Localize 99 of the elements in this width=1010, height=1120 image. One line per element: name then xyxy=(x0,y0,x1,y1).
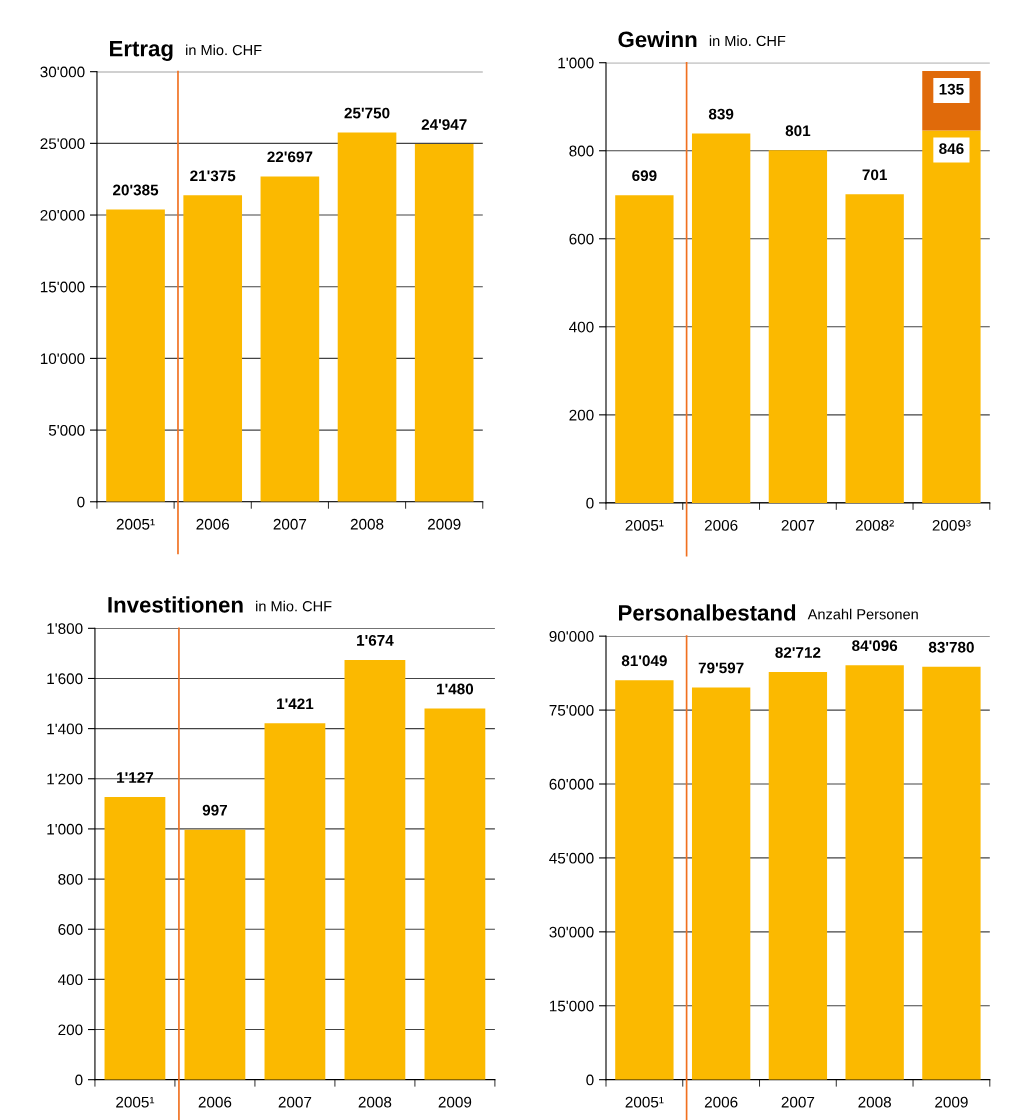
data-label: 81'049 xyxy=(621,655,667,667)
bar xyxy=(424,708,486,1080)
x-tick-label: 2009 xyxy=(935,1096,968,1108)
y-tick-label: 800 xyxy=(569,145,594,157)
bar xyxy=(264,723,326,1080)
x-tick-label: 2006 xyxy=(704,1096,738,1108)
x-tick-label: 2008 xyxy=(358,1096,392,1108)
bar xyxy=(691,133,751,503)
chart-title: Investitionen xyxy=(108,596,243,613)
data-label: 699 xyxy=(632,170,657,182)
y-tick-label: 600 xyxy=(58,924,83,935)
x-tick-label: 2008 xyxy=(858,1096,891,1108)
x-tick-label: 2006 xyxy=(704,519,738,531)
bar xyxy=(260,176,320,502)
data-label: 846 xyxy=(939,143,964,155)
y-tick-label: 25'000 xyxy=(40,138,85,150)
x-tick-label: 2007 xyxy=(781,1096,815,1108)
bar xyxy=(922,130,981,503)
bar xyxy=(615,680,674,1080)
y-tick-label: 800 xyxy=(58,873,83,885)
x-tick-label: 2008² xyxy=(855,519,894,531)
chart-subtitle: in Mio. CHF xyxy=(709,35,786,47)
y-tick-label: 30'000 xyxy=(40,66,85,78)
data-label: 997 xyxy=(202,804,227,816)
bar xyxy=(845,194,904,503)
data-label: 801 xyxy=(785,125,811,137)
x-tick-label: 2006 xyxy=(198,1096,232,1108)
y-tick-label: 1'400 xyxy=(47,723,83,735)
chart-title: Ertrag xyxy=(110,40,173,61)
bar xyxy=(922,666,981,1080)
bar xyxy=(615,195,674,503)
y-tick-label: 1'600 xyxy=(47,673,83,685)
y-tick-label: 75'000 xyxy=(549,704,594,716)
y-tick-label: 1'000 xyxy=(47,823,83,835)
y-tick-label: 0 xyxy=(75,1074,83,1086)
y-tick-label: 45'000 xyxy=(549,852,594,864)
y-tick-label: 400 xyxy=(58,974,83,986)
data-label: 83'780 xyxy=(928,641,974,653)
data-label: 1'127 xyxy=(117,772,154,783)
bar xyxy=(106,209,165,502)
chart-subtitle: Anzahl Personen xyxy=(807,608,918,620)
chart-subtitle: in Mio. CHF xyxy=(186,44,262,56)
bar xyxy=(768,672,828,1080)
x-tick-label: 2007 xyxy=(273,518,307,530)
bar xyxy=(344,659,406,1080)
y-tick-label: 30'000 xyxy=(549,926,594,938)
y-tick-label: 15'000 xyxy=(549,1000,594,1012)
y-tick-label: 5'000 xyxy=(48,424,85,436)
x-tick-label: 2009³ xyxy=(932,519,971,531)
bar xyxy=(845,665,904,1080)
y-tick-label: 0 xyxy=(586,1074,594,1086)
data-label: 20'385 xyxy=(113,184,159,196)
y-tick-label: 1'800 xyxy=(47,623,83,635)
y-tick-label: 0 xyxy=(586,497,594,509)
data-label: 24'947 xyxy=(421,119,467,130)
data-label: 1'674 xyxy=(357,634,394,646)
y-tick-label: 1'200 xyxy=(47,773,83,785)
data-label: 25'750 xyxy=(344,107,390,119)
y-tick-label: 400 xyxy=(569,321,594,333)
y-tick-label: 1'000 xyxy=(558,57,594,69)
bar xyxy=(337,132,397,502)
y-tick-label: 600 xyxy=(569,233,594,245)
bar xyxy=(104,797,166,1080)
x-tick-label: 2006 xyxy=(196,518,230,530)
data-label: 84'096 xyxy=(852,640,898,652)
y-tick-label: 60'000 xyxy=(549,778,594,790)
bar xyxy=(691,687,751,1080)
data-label: 82'712 xyxy=(775,647,821,658)
bar xyxy=(184,829,246,1080)
y-tick-label: 200 xyxy=(58,1024,83,1036)
y-tick-label: 10'000 xyxy=(40,353,85,365)
x-tick-label: 2007 xyxy=(781,519,815,531)
y-tick-label: 90'000 xyxy=(549,631,594,642)
data-label: 1'421 xyxy=(277,698,314,710)
x-tick-label: 2007 xyxy=(278,1096,312,1108)
x-tick-label: 2009 xyxy=(438,1096,472,1108)
x-tick-label: 2008 xyxy=(350,518,384,530)
chart-subtitle: in Mio. CHF xyxy=(256,600,332,612)
bar xyxy=(768,150,828,503)
y-tick-label: 0 xyxy=(77,496,85,508)
data-label: 79'597 xyxy=(698,662,744,674)
y-tick-label: 20'000 xyxy=(40,209,85,221)
x-tick-label: 2009 xyxy=(427,518,461,530)
bar xyxy=(183,195,243,502)
x-tick-label: 2005¹ xyxy=(116,518,155,530)
chart-title: Gewinn xyxy=(618,31,697,48)
x-tick-label: 2005¹ xyxy=(625,519,664,531)
data-label: 839 xyxy=(708,108,734,120)
data-label: 1'480 xyxy=(437,683,474,695)
y-tick-label: 200 xyxy=(569,409,594,421)
chart-title: Personalbestand xyxy=(619,604,796,621)
data-label: 701 xyxy=(862,169,887,181)
x-tick-label: 2005¹ xyxy=(116,1096,155,1108)
data-label: 135 xyxy=(939,83,964,95)
y-tick-label: 15'000 xyxy=(40,281,85,293)
x-tick-label: 2005¹ xyxy=(625,1096,664,1108)
data-label: 21'375 xyxy=(190,170,236,182)
data-label: 22'697 xyxy=(267,151,313,163)
bar xyxy=(414,144,474,502)
